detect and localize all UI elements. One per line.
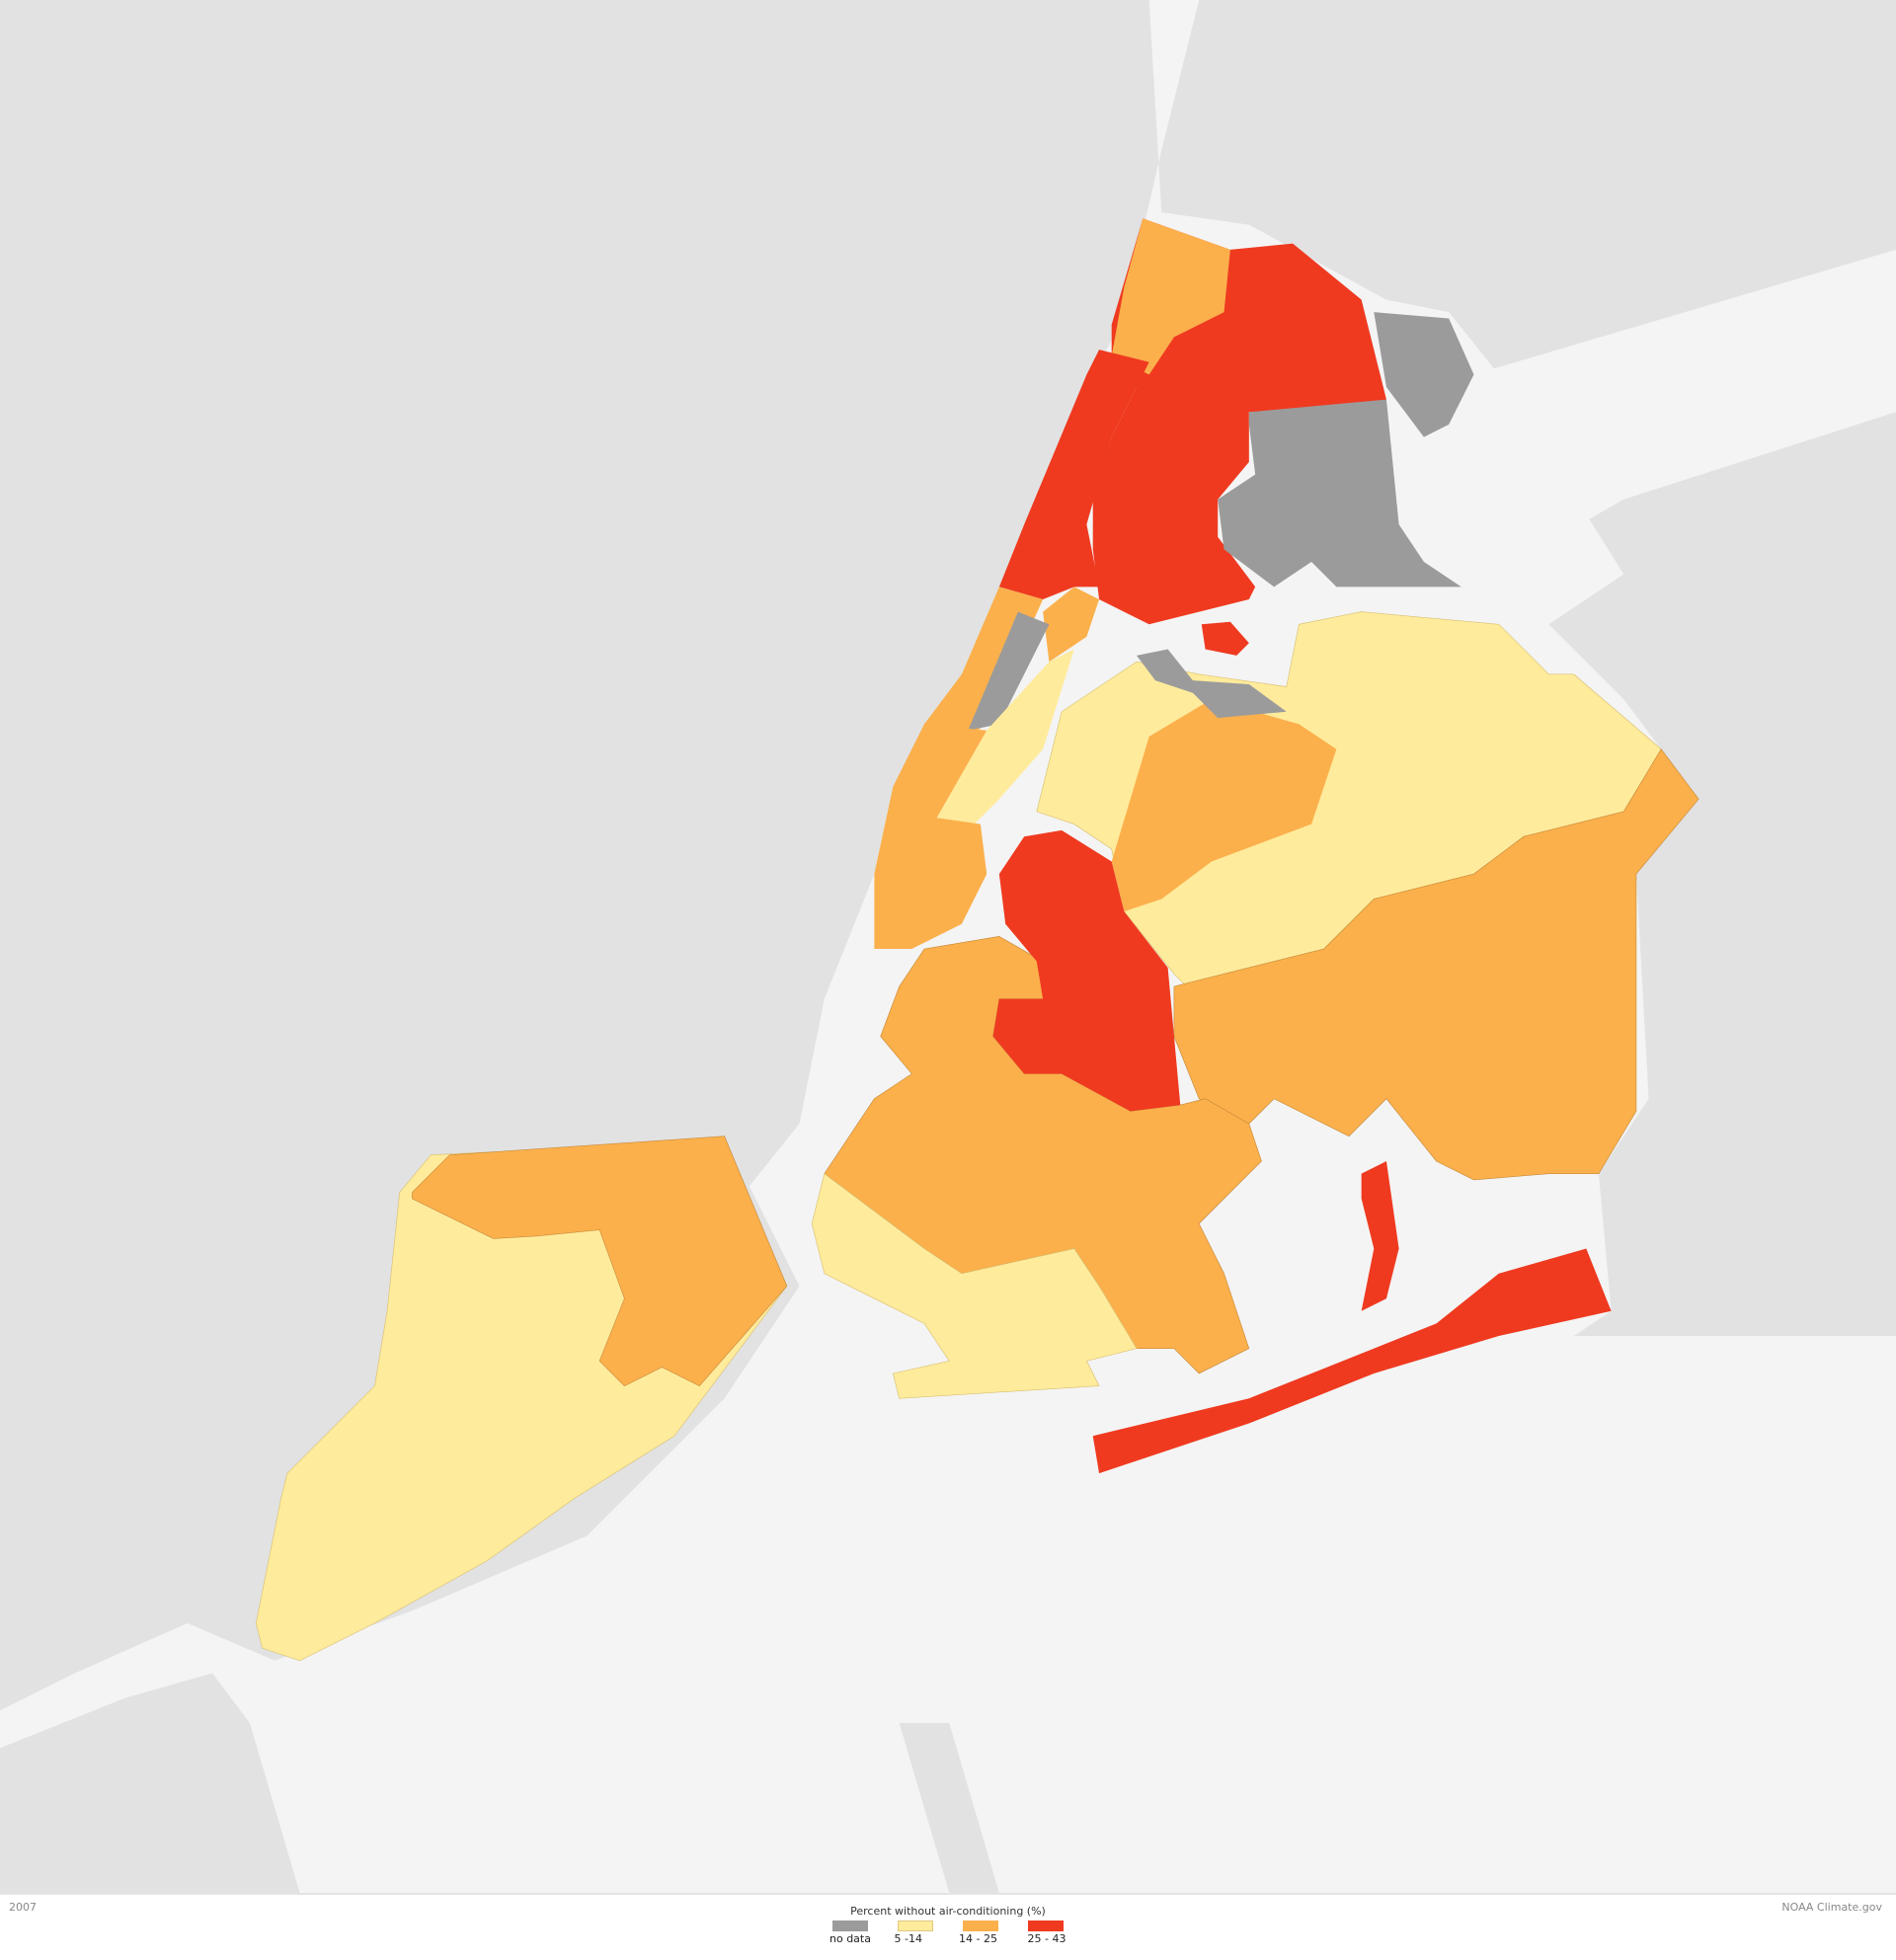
legend-label-no-data: no data xyxy=(830,1932,871,1945)
region-rockaway xyxy=(1092,1248,1612,1474)
region-broad-channel xyxy=(1361,1160,1399,1311)
legend-title: Percent without air-conditioning (%) xyxy=(850,1905,1046,1918)
region-queens-east xyxy=(1173,748,1699,1181)
nyc-map xyxy=(0,0,1896,1893)
map-footer: 2007 Percent without air-conditioning (%… xyxy=(0,1893,1896,1960)
region-brooklyn-orange xyxy=(824,936,1262,1374)
region-manhattan-lower xyxy=(874,724,988,950)
legend-label-25-43: 25 - 43 xyxy=(1027,1932,1066,1945)
legend: Percent without air-conditioning (%) no … xyxy=(830,1905,1086,1945)
region-manhattan-no-data xyxy=(968,611,1050,731)
region-manhattan-east-harlem xyxy=(1043,587,1100,663)
legend-swatch-no-data xyxy=(832,1921,868,1931)
region-bronx-islands-no-data xyxy=(1374,312,1474,437)
region-manhattan-north xyxy=(998,350,1149,599)
region-laguardia-no-data xyxy=(1136,649,1287,719)
region-brooklyn-north xyxy=(992,829,1181,1112)
region-manhattan-east xyxy=(936,649,1074,824)
region-queens-middle xyxy=(1111,699,1337,912)
water-long-island-sound xyxy=(1473,249,1896,550)
legend-swatch-14-25 xyxy=(963,1921,998,1931)
credit-label: NOAA Climate.gov xyxy=(1781,1901,1882,1914)
region-brooklyn-south xyxy=(811,1173,1138,1399)
region-bronx-northwest xyxy=(1111,218,1230,375)
region-bronx-east-no-data xyxy=(1218,399,1462,588)
year-label: 2007 xyxy=(9,1901,37,1914)
legend-label-14-25: 14 - 25 xyxy=(959,1932,997,1945)
legend-label-5-14: 5 -14 xyxy=(894,1932,922,1945)
region-staten-island-north xyxy=(412,1136,788,1387)
region-rikers-island xyxy=(1201,621,1249,656)
legend-swatch-25-43 xyxy=(1028,1921,1064,1931)
legend-swatch-5-14 xyxy=(898,1921,933,1931)
